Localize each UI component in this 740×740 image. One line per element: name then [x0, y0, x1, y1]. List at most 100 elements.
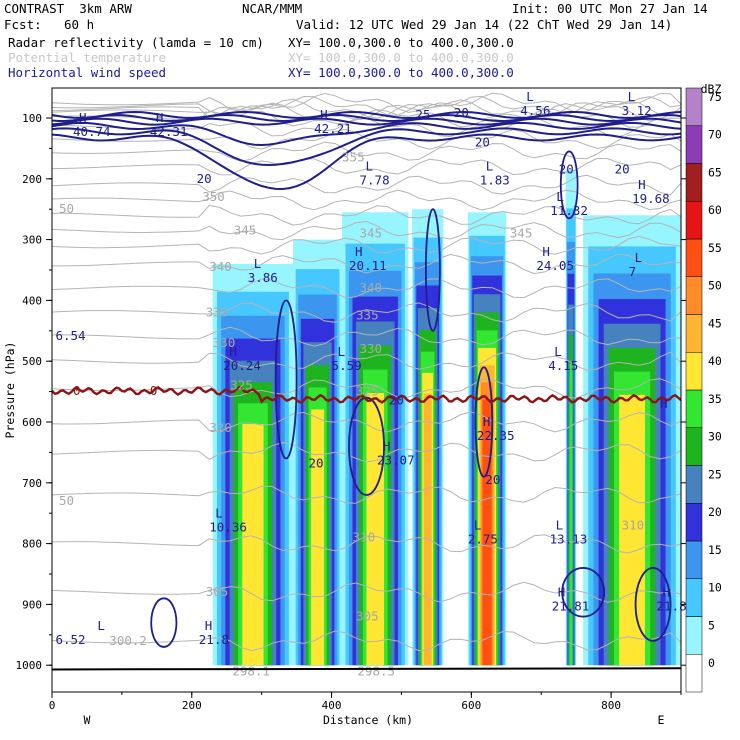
- extremum-marker: H: [229, 344, 237, 359]
- org-label: NCAR/MMM: [242, 1, 303, 16]
- theta-label: 50: [59, 201, 74, 216]
- valid-time: Valid: 12 UTC Wed 29 Jan 14 (22 ChT Wed …: [296, 17, 673, 32]
- colorbar-label: 70: [708, 128, 722, 142]
- reflectivity-band: [569, 363, 573, 666]
- extremum-marker: H: [79, 110, 87, 125]
- extremum-marker: H: [320, 107, 328, 122]
- colorbar-swatch: [685, 654, 703, 693]
- theta-label: 300.2: [109, 633, 147, 648]
- colorbar-swatch: [685, 503, 703, 542]
- theta-contour-line: [52, 278, 681, 299]
- extremum-value: 20.24: [223, 358, 261, 373]
- x-tick-label: 400: [322, 699, 342, 712]
- theta-label: 330: [360, 341, 383, 356]
- extremum-marker: L: [554, 344, 562, 359]
- extremum-marker: L: [215, 505, 223, 520]
- wind-speed-label: 20: [485, 472, 500, 487]
- y-tick-label: 600: [22, 416, 42, 429]
- extremum-value: 4.56: [520, 103, 550, 118]
- wind-contour-line: [52, 113, 681, 123]
- extremum-value: 3.86: [248, 270, 278, 285]
- wind-speed-label: 20: [308, 455, 323, 470]
- extremum-marker: H: [355, 244, 363, 259]
- theta-label: 335: [206, 305, 229, 320]
- colorbar-label: 30: [708, 430, 722, 444]
- y-tick-label: 800: [22, 538, 42, 551]
- field3-name: Horizontal wind speed: [8, 65, 167, 80]
- theta-label: 350: [202, 189, 225, 204]
- theta-contour-line: [52, 302, 681, 323]
- wind-speed-label: 20: [197, 171, 212, 186]
- theta-label: 310: [353, 530, 376, 545]
- colorbar-label: 65: [708, 165, 722, 179]
- extremum-marker: L: [254, 256, 262, 271]
- colorbar-swatch: [685, 427, 703, 466]
- field1-name: Radar reflectivity (lamda = 10 cm): [8, 35, 264, 50]
- extremum-value: 40.74: [73, 124, 111, 139]
- wind-speed-contours: [52, 110, 681, 648]
- y-axis-title: Pressure (hPa): [3, 342, 17, 439]
- colorbar-swatch: [685, 465, 703, 504]
- extremum-value: 3.12: [622, 103, 652, 118]
- extremum-value: 13.13: [550, 531, 588, 546]
- wind-contour-line: [52, 127, 681, 167]
- colorbar-swatch: [685, 540, 703, 579]
- extremum-marker: H: [205, 618, 213, 633]
- extremum-value: 21.8: [199, 632, 229, 647]
- extremum-marker: L: [338, 344, 346, 359]
- field1-xy: XY= 100.0,300.0 to 400.0,300.0: [288, 35, 514, 50]
- y-tick-label: 200: [22, 173, 42, 186]
- theta-label: 340: [360, 280, 383, 295]
- colorbar-label: 55: [708, 241, 722, 255]
- colorbar-swatch: [685, 578, 703, 617]
- extremum-value: 1.83: [480, 173, 510, 188]
- theta-contour-line: [52, 235, 681, 255]
- extremum-marker: L: [556, 189, 564, 204]
- colorbar: 0 5 10 15 20 25 30 35 40 45 50 55 60 65 70 75: [685, 87, 722, 693]
- extremum-value: 21.8: [657, 598, 687, 613]
- x-axis-title: Distance (km): [323, 713, 413, 727]
- extremum-value: 10.36: [209, 519, 247, 534]
- extremum-marker: L: [526, 89, 534, 104]
- theta-contour-line: [52, 204, 681, 226]
- wind-contour-line: [52, 117, 681, 126]
- extremum-value: 24.05: [536, 258, 574, 273]
- theta-contour-line: [52, 581, 681, 603]
- theta-contour-line: [52, 98, 681, 120]
- extremum-value: 2.75: [468, 531, 498, 546]
- colorbar-label: 60: [708, 203, 722, 217]
- reflectivity-band: [482, 399, 492, 666]
- wind-speed-label: 20: [615, 162, 630, 177]
- theta-contour-line: [52, 128, 681, 150]
- colorbar-label: 5: [708, 618, 715, 632]
- east-label: E: [658, 713, 665, 727]
- extremum-value: 4.15: [548, 358, 578, 373]
- x-tick-label: 600: [461, 699, 481, 712]
- wind-contour-line: [52, 110, 681, 120]
- reflectivity-band: [242, 424, 264, 666]
- reflectivity-band: [311, 409, 325, 666]
- theta-contour-line: [52, 351, 681, 371]
- x-tick-label: 0: [49, 699, 56, 712]
- west-label: W: [84, 713, 91, 727]
- extremum-marker: H: [663, 584, 671, 599]
- extremum-marker: L: [486, 159, 494, 174]
- contour-labels: 355 350 345 345 345 340 340 335 335 330 330 325 325 3…: [55, 89, 686, 678]
- extremum-marker: H: [558, 584, 566, 599]
- extremum-value: 5.59: [332, 358, 362, 373]
- theta-contour-line: [52, 189, 681, 211]
- theta-label: 305: [206, 584, 229, 599]
- zero-isotherm-label: 0: [150, 383, 158, 398]
- wind-speed-label: 20: [389, 393, 404, 408]
- x-tick-label: 800: [601, 699, 621, 712]
- reflectivity-band: [423, 393, 432, 666]
- theta-contour-line: [52, 441, 681, 463]
- wind-contour-loop: [474, 366, 494, 478]
- theta-label: 345: [510, 226, 533, 241]
- y-tick-label: 900: [22, 598, 42, 611]
- wind-contour-loop: [274, 299, 298, 460]
- colorbar-label: 0: [708, 656, 715, 670]
- colorbar-swatch: [685, 238, 703, 277]
- extremum-value: 19.68: [632, 191, 670, 206]
